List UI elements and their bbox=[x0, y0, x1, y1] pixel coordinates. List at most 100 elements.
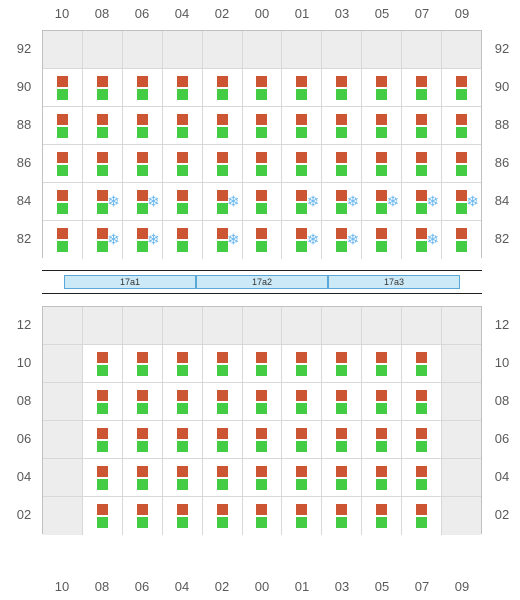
rack-slot[interactable]: ❄ bbox=[123, 183, 163, 220]
rack-slot[interactable] bbox=[322, 497, 362, 535]
rack-slot[interactable] bbox=[203, 383, 243, 420]
rack-slot[interactable] bbox=[83, 383, 123, 420]
rack-slot[interactable] bbox=[362, 421, 402, 458]
rack-slot[interactable] bbox=[243, 145, 283, 182]
rack-slot[interactable] bbox=[243, 459, 283, 496]
rack-slot[interactable] bbox=[123, 421, 163, 458]
rack-slot[interactable] bbox=[322, 383, 362, 420]
rack-slot[interactable] bbox=[243, 183, 283, 220]
rack-slot[interactable]: ❄ bbox=[203, 183, 243, 220]
rack-slot[interactable] bbox=[203, 345, 243, 382]
rack-slot[interactable] bbox=[43, 145, 83, 182]
rack-slot[interactable] bbox=[123, 345, 163, 382]
rack-slot[interactable] bbox=[163, 107, 203, 144]
rack-slot[interactable] bbox=[362, 383, 402, 420]
rack-slot[interactable] bbox=[442, 145, 481, 182]
rack-slot[interactable] bbox=[203, 145, 243, 182]
rack-slot[interactable] bbox=[282, 497, 322, 535]
rack-slot[interactable] bbox=[203, 107, 243, 144]
rack-slot[interactable] bbox=[282, 107, 322, 144]
rack-slot[interactable] bbox=[43, 69, 83, 106]
rack-slot[interactable]: ❄ bbox=[322, 183, 362, 220]
rack-slot[interactable] bbox=[163, 145, 203, 182]
rack-slot[interactable] bbox=[243, 345, 283, 382]
rack-slot[interactable] bbox=[43, 183, 83, 220]
rack-slot[interactable] bbox=[402, 345, 442, 382]
rack-slot[interactable] bbox=[442, 221, 481, 259]
rack-slot[interactable] bbox=[243, 107, 283, 144]
rack-slot[interactable] bbox=[83, 69, 123, 106]
connector-segment[interactable]: 17a2 bbox=[196, 275, 328, 289]
rack-slot[interactable] bbox=[322, 69, 362, 106]
rack-slot[interactable] bbox=[163, 221, 203, 259]
rack-slot[interactable] bbox=[243, 69, 283, 106]
rack-slot[interactable] bbox=[123, 145, 163, 182]
rack-slot[interactable] bbox=[83, 497, 123, 535]
rack-slot[interactable]: ❄ bbox=[402, 183, 442, 220]
rack-slot[interactable] bbox=[362, 459, 402, 496]
rack-slot[interactable]: ❄ bbox=[282, 183, 322, 220]
rack-slot[interactable] bbox=[402, 107, 442, 144]
rack-slot[interactable] bbox=[402, 145, 442, 182]
rack-slot[interactable] bbox=[123, 69, 163, 106]
rack-slot[interactable] bbox=[402, 421, 442, 458]
rack-slot[interactable] bbox=[203, 69, 243, 106]
rack-slot[interactable] bbox=[322, 145, 362, 182]
rack-slot[interactable] bbox=[362, 221, 402, 259]
rack-slot[interactable] bbox=[282, 383, 322, 420]
rack-slot[interactable] bbox=[163, 69, 203, 106]
rack-slot[interactable]: ❄ bbox=[402, 221, 442, 259]
rack-slot[interactable] bbox=[83, 345, 123, 382]
rack-slot[interactable] bbox=[243, 497, 283, 535]
rack-slot[interactable] bbox=[402, 69, 442, 106]
connector-segment[interactable]: 17a1 bbox=[64, 275, 196, 289]
rack-slot[interactable] bbox=[282, 69, 322, 106]
rack-slot[interactable] bbox=[442, 107, 481, 144]
rack-slot[interactable] bbox=[402, 497, 442, 535]
rack-slot[interactable] bbox=[322, 107, 362, 144]
rack-slot[interactable] bbox=[163, 421, 203, 458]
rack-slot[interactable] bbox=[442, 69, 481, 106]
rack-slot[interactable] bbox=[282, 421, 322, 458]
rack-slot[interactable] bbox=[163, 183, 203, 220]
rack-slot[interactable] bbox=[123, 107, 163, 144]
rack-slot[interactable] bbox=[322, 421, 362, 458]
rack-slot[interactable] bbox=[282, 345, 322, 382]
rack-slot[interactable] bbox=[163, 459, 203, 496]
rack-slot[interactable]: ❄ bbox=[203, 221, 243, 259]
rack-slot[interactable]: ❄ bbox=[442, 183, 481, 220]
rack-slot[interactable] bbox=[123, 383, 163, 420]
rack-slot[interactable] bbox=[43, 221, 83, 259]
rack-slot[interactable] bbox=[43, 107, 83, 144]
rack-slot[interactable] bbox=[322, 459, 362, 496]
connector-segment[interactable]: 17a3 bbox=[328, 275, 460, 289]
rack-slot[interactable] bbox=[123, 459, 163, 496]
rack-slot[interactable] bbox=[322, 345, 362, 382]
rack-slot[interactable] bbox=[282, 145, 322, 182]
rack-slot[interactable] bbox=[203, 421, 243, 458]
rack-slot[interactable] bbox=[243, 421, 283, 458]
rack-slot[interactable] bbox=[123, 497, 163, 535]
rack-slot[interactable] bbox=[83, 459, 123, 496]
rack-slot[interactable] bbox=[203, 497, 243, 535]
rack-slot[interactable] bbox=[362, 145, 402, 182]
rack-slot[interactable] bbox=[163, 345, 203, 382]
rack-slot[interactable]: ❄ bbox=[83, 183, 123, 220]
rack-slot[interactable] bbox=[203, 459, 243, 496]
rack-slot[interactable] bbox=[163, 383, 203, 420]
rack-slot[interactable] bbox=[362, 497, 402, 535]
rack-slot[interactable]: ❄ bbox=[282, 221, 322, 259]
rack-slot[interactable] bbox=[402, 383, 442, 420]
rack-slot[interactable] bbox=[362, 69, 402, 106]
rack-slot[interactable] bbox=[282, 459, 322, 496]
rack-slot[interactable]: ❄ bbox=[362, 183, 402, 220]
rack-slot[interactable] bbox=[83, 145, 123, 182]
rack-slot[interactable] bbox=[243, 383, 283, 420]
rack-slot[interactable] bbox=[402, 459, 442, 496]
rack-slot[interactable] bbox=[83, 421, 123, 458]
rack-slot[interactable]: ❄ bbox=[123, 221, 163, 259]
rack-slot[interactable] bbox=[362, 107, 402, 144]
rack-slot[interactable]: ❄ bbox=[322, 221, 362, 259]
rack-slot[interactable] bbox=[163, 497, 203, 535]
rack-slot[interactable] bbox=[362, 345, 402, 382]
